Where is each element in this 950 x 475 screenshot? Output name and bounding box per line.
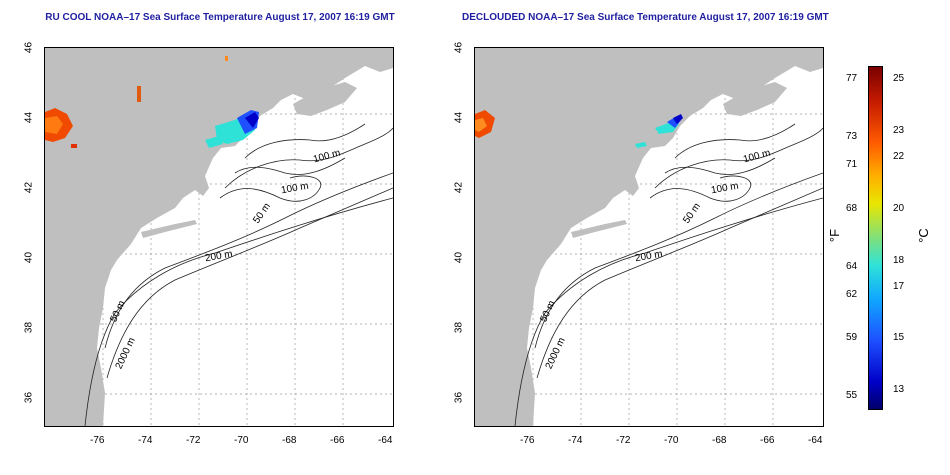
- bathymetry-contours: [84, 123, 393, 426]
- left-sst-map[interactable]: 100 m 100 m 50 m 200 m 50 m 2000 m: [44, 47, 394, 427]
- celsius-tick: 20: [893, 203, 905, 214]
- right-panel-title: DECLOUDED NOAA–17 Sea Surface Temperatur…: [462, 12, 829, 23]
- nova-scotia: [723, 82, 787, 116]
- celsius-tick: 25: [893, 73, 905, 84]
- temperature-colorbar: [868, 66, 883, 410]
- x-tick-label: -74: [138, 435, 153, 446]
- x-tick-label: -76: [90, 435, 105, 446]
- celsius-tick: 18: [893, 255, 905, 266]
- y-tick-label: 40: [453, 251, 465, 264]
- sst-patches: [45, 56, 259, 148]
- x-tick-label: -72: [616, 435, 631, 446]
- x-tick-label: -64: [808, 435, 823, 446]
- fahrenheit-tick: 64: [846, 261, 858, 272]
- x-tick-label: -68: [712, 435, 727, 446]
- y-tick-label: 36: [453, 391, 465, 404]
- long-island: [141, 220, 197, 238]
- left-map-graphic: [45, 48, 393, 426]
- fahrenheit-tick: 59: [846, 332, 858, 343]
- fahrenheit-unit-label: °F: [827, 228, 843, 243]
- celsius-tick: 15: [893, 332, 905, 343]
- sst-patches: [475, 110, 683, 148]
- y-tick-label: 42: [453, 181, 465, 194]
- fahrenheit-tick: 55: [846, 390, 858, 401]
- x-tick-label: -72: [186, 435, 201, 446]
- x-tick-label: -64: [378, 435, 393, 446]
- y-tick-label: 38: [23, 321, 35, 334]
- right-sst-map[interactable]: 100 m 100 m 50 m 200 m 50 m 2000 m: [474, 47, 824, 427]
- fahrenheit-tick: 77: [846, 73, 858, 84]
- land-mass: [475, 48, 823, 426]
- celsius-tick: 13: [893, 384, 905, 395]
- long-island: [571, 220, 627, 238]
- land-mass: [45, 48, 393, 426]
- celsius-tick: 23: [893, 125, 905, 136]
- x-tick-label: -70: [664, 435, 679, 446]
- x-tick-label: -74: [568, 435, 583, 446]
- y-tick-label: 38: [453, 321, 465, 334]
- nova-scotia: [293, 82, 357, 116]
- x-tick-label: -66: [330, 435, 345, 446]
- x-tick-label: -76: [520, 435, 535, 446]
- y-tick-label: 46: [23, 41, 35, 54]
- fahrenheit-tick: 73: [846, 131, 858, 142]
- map-grid: [45, 48, 393, 426]
- celsius-tick: 17: [893, 281, 905, 292]
- bathymetry-contours: [514, 123, 823, 426]
- right-map-graphic: [475, 48, 823, 426]
- fahrenheit-tick: 62: [846, 289, 858, 300]
- fahrenheit-tick: 68: [846, 203, 858, 214]
- y-tick-label: 40: [23, 251, 35, 264]
- x-tick-label: -68: [282, 435, 297, 446]
- y-tick-label: 36: [23, 391, 35, 404]
- celsius-unit-label: °C: [915, 228, 931, 243]
- y-tick-label: 46: [453, 41, 465, 54]
- celsius-tick: 22: [893, 151, 905, 162]
- y-tick-label: 42: [23, 181, 35, 194]
- fahrenheit-tick: 71: [846, 159, 858, 170]
- left-panel-title: RU COOL NOAA–17 Sea Surface Temperature …: [45, 12, 395, 23]
- y-tick-label: 44: [453, 111, 465, 124]
- map-grid: [475, 48, 823, 426]
- x-tick-label: -66: [760, 435, 775, 446]
- y-tick-label: 44: [23, 111, 35, 124]
- x-tick-label: -70: [234, 435, 249, 446]
